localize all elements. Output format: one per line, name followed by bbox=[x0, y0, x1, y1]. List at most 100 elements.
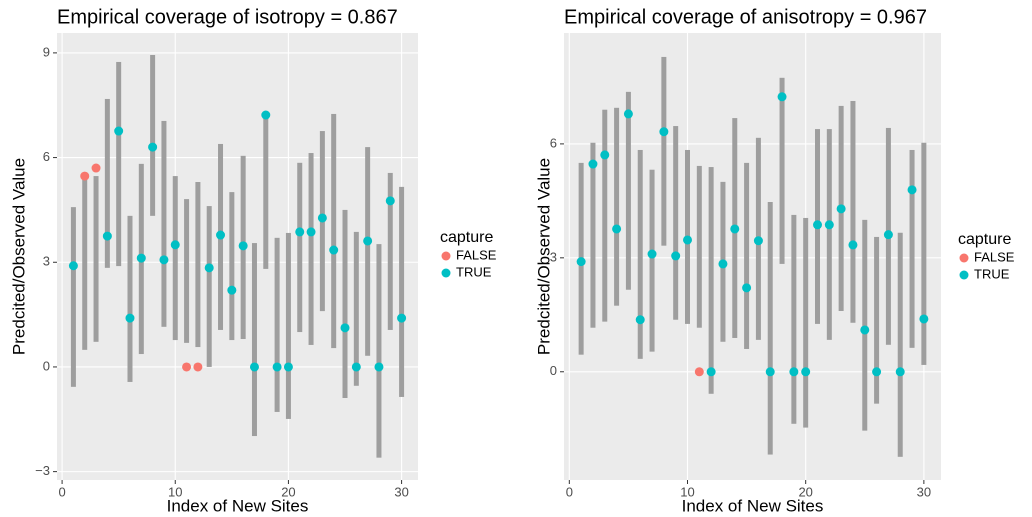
interval-bar bbox=[625, 91, 631, 290]
y-tick-label: 6 bbox=[43, 149, 50, 164]
interval-bar bbox=[70, 207, 76, 387]
legend-key bbox=[441, 268, 451, 278]
point bbox=[907, 185, 917, 195]
point bbox=[765, 367, 775, 377]
legend-label: TRUE bbox=[456, 264, 492, 279]
interval-bar bbox=[297, 162, 303, 333]
point bbox=[397, 313, 407, 323]
interval-bar bbox=[229, 192, 235, 341]
point bbox=[600, 150, 610, 160]
point bbox=[647, 249, 657, 259]
interval-bar bbox=[649, 169, 655, 352]
point bbox=[659, 127, 669, 137]
y-tick-label: 0 bbox=[43, 358, 50, 373]
point bbox=[836, 204, 846, 214]
point bbox=[883, 230, 893, 240]
interval-bar bbox=[909, 149, 915, 348]
point bbox=[848, 240, 858, 250]
point bbox=[317, 213, 327, 223]
interval-bar bbox=[862, 219, 868, 431]
legend-key bbox=[441, 251, 451, 261]
legend-label: FALSE bbox=[974, 249, 1015, 264]
point bbox=[363, 236, 373, 246]
point bbox=[295, 227, 305, 237]
interval-bar bbox=[285, 232, 291, 419]
point bbox=[182, 362, 192, 372]
point bbox=[91, 163, 101, 173]
interval-bar bbox=[161, 120, 167, 327]
point bbox=[136, 253, 146, 263]
legend-key bbox=[959, 270, 969, 280]
interval-bar bbox=[696, 165, 702, 328]
interval-bar bbox=[874, 236, 880, 404]
interval-bar bbox=[661, 56, 667, 246]
point bbox=[216, 230, 226, 240]
interval-bar bbox=[779, 77, 785, 264]
interval-bar bbox=[399, 186, 405, 397]
interval-bar bbox=[767, 202, 773, 455]
panel-background bbox=[564, 33, 941, 480]
interval-bar bbox=[184, 199, 190, 343]
point bbox=[612, 224, 622, 234]
point bbox=[261, 110, 271, 120]
point bbox=[919, 314, 929, 324]
point bbox=[588, 159, 598, 169]
point bbox=[329, 245, 339, 255]
point bbox=[102, 231, 112, 241]
interval-bar bbox=[263, 112, 269, 269]
point bbox=[801, 367, 811, 377]
interval-bar bbox=[387, 172, 393, 330]
interval-bar bbox=[342, 209, 348, 398]
interval-bar bbox=[637, 149, 643, 359]
y-tick-label: 3 bbox=[550, 249, 557, 264]
x-tick-label: 0 bbox=[566, 484, 573, 499]
point bbox=[114, 126, 124, 136]
point bbox=[80, 171, 90, 181]
point bbox=[718, 259, 728, 269]
y-tick-label: 0 bbox=[550, 363, 557, 378]
point bbox=[204, 263, 214, 273]
x-axis-label: Index of New Sites bbox=[167, 496, 309, 515]
interval-bar bbox=[127, 215, 133, 382]
point bbox=[576, 257, 586, 267]
point bbox=[125, 313, 135, 323]
y-tick-label: 6 bbox=[550, 135, 557, 150]
point bbox=[385, 196, 395, 206]
chart-title: Empirical coverage of anisotropy = 0.967 bbox=[564, 6, 927, 28]
point bbox=[159, 255, 169, 265]
interval-bar bbox=[791, 214, 797, 424]
point bbox=[683, 235, 692, 245]
interval-bar bbox=[195, 182, 201, 348]
point bbox=[170, 240, 180, 250]
interval-bar bbox=[376, 244, 382, 458]
interval-bar bbox=[614, 107, 620, 306]
interval-bar bbox=[602, 109, 608, 322]
interval-bar bbox=[590, 142, 596, 328]
chart-title: Empirical coverage of isotropy = 0.867 bbox=[57, 6, 398, 28]
point bbox=[148, 142, 158, 152]
point bbox=[283, 362, 293, 372]
point bbox=[753, 236, 763, 246]
x-tick-label: 20 bbox=[798, 484, 812, 499]
x-tick-label: 0 bbox=[58, 484, 65, 499]
legend-title: capture bbox=[958, 231, 1011, 248]
interval-bar bbox=[897, 232, 903, 457]
point bbox=[789, 367, 799, 377]
legend-label: FALSE bbox=[456, 247, 497, 262]
point bbox=[193, 362, 203, 372]
point bbox=[238, 241, 248, 251]
point bbox=[860, 325, 870, 335]
point bbox=[824, 220, 834, 230]
interval-bar bbox=[744, 162, 750, 349]
interval-bar bbox=[353, 231, 359, 386]
point bbox=[306, 227, 316, 237]
legend-title: capture bbox=[440, 229, 493, 246]
interval-bar bbox=[308, 153, 314, 345]
interval-bar bbox=[673, 126, 679, 320]
y-tick-label: 3 bbox=[43, 254, 50, 269]
interval-bar bbox=[206, 206, 212, 367]
point bbox=[227, 285, 237, 295]
interval-bar bbox=[826, 129, 832, 340]
point bbox=[872, 367, 882, 377]
point bbox=[340, 323, 350, 333]
